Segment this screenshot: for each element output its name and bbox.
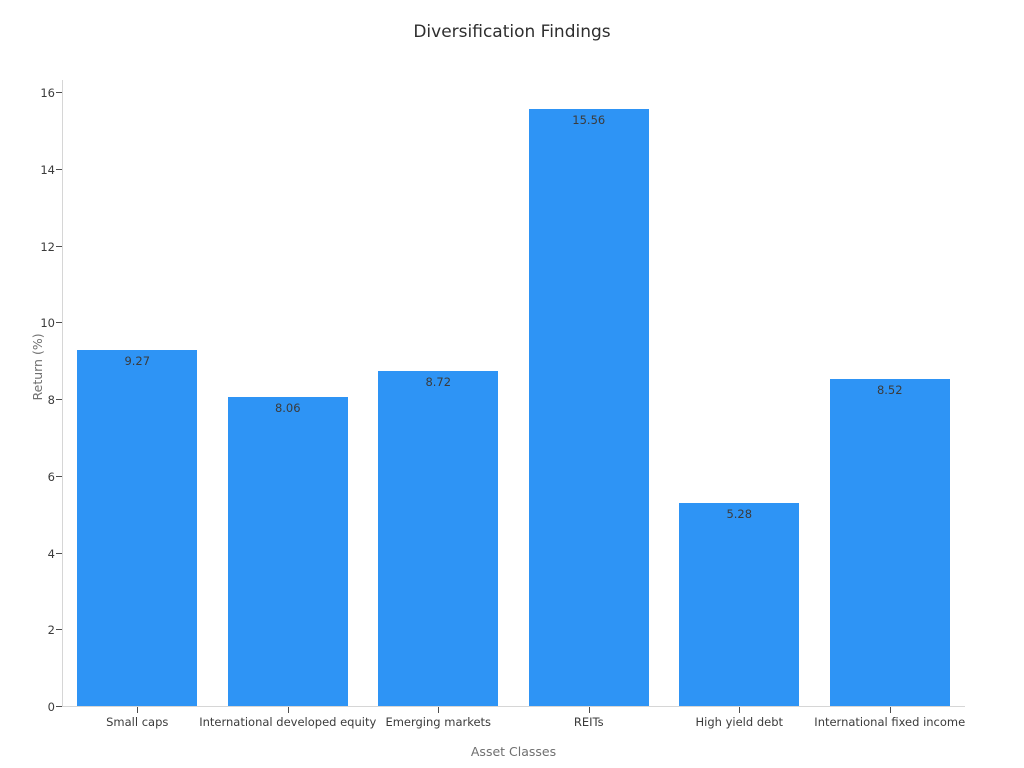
bar-value-label: 15.56 [572,112,606,127]
x-tick-label: International fixed income [814,715,966,729]
x-tick-mark [438,707,440,713]
plot-area: 0 2 4 6 8 10 12 14 16 9.27 Small caps 8.06 Internati… [40,80,965,729]
bar-emerging-markets: 8.72 [378,371,499,706]
y-tick-mark [56,629,62,631]
bar-value-label: 5.28 [726,507,753,522]
y-tick-label: 16 [40,86,55,101]
y-tick-mark [56,552,62,554]
bar-reits: 15.56 [528,108,649,706]
x-tick-mark [287,707,289,713]
x-tick-label: International developed equity [199,715,377,729]
x-tick-label: Emerging markets [385,715,492,729]
x-tick-label: High yield debt [695,715,784,729]
bar-international-fixed-income: 8.52 [829,379,950,706]
y-tick-label: 12 [40,239,55,254]
bar-value-label: 8.06 [274,400,301,415]
bar-value-label: 9.27 [124,354,151,369]
y-tick-mark [56,399,62,401]
y-tick-mark [56,92,62,94]
x-axis-label: Asset Classes [470,744,557,759]
y-tick-label: 6 [47,469,55,484]
y-tick-label: 0 [47,700,55,714]
y-tick-mark [56,475,62,477]
y-axis-label: Return (%) [30,333,46,401]
y-tick-label: 2 [47,623,55,638]
bar-small-caps: 9.27 [77,350,198,706]
y-tick-mark [56,706,62,707]
y-tick-mark [56,245,62,247]
bar-high-yield-debt: 5.28 [679,503,800,706]
y-tick-mark [56,322,62,324]
y-tick-label: 10 [40,316,55,331]
x-tick-mark [137,707,139,713]
x-axis-spine [62,706,965,707]
x-tick-mark [588,707,590,713]
y-tick-mark [56,168,62,170]
bar-value-label: 8.72 [425,375,452,390]
x-tick-mark [739,707,741,713]
y-tick-label: 14 [40,162,55,177]
y-axis-spine [62,80,63,707]
bar-value-label: 8.52 [876,383,903,398]
x-tick-label: Small caps [106,715,169,729]
y-tick-label: 8 [47,393,55,408]
bar-international-developed-equity: 8.06 [227,396,348,706]
x-tick-label: REITs [573,715,604,729]
x-tick-mark [889,707,891,713]
y-tick-label: 4 [47,546,55,561]
chart-title: Diversification Findings [413,22,611,42]
